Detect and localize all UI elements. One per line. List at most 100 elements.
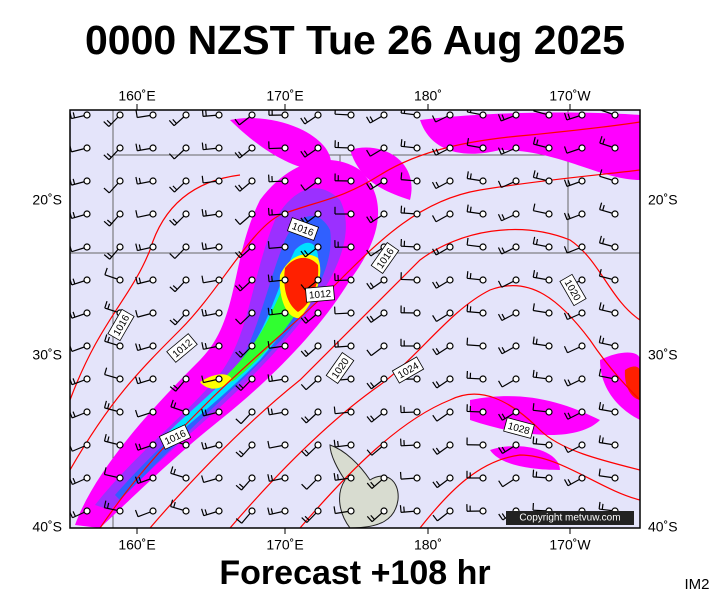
barb-station — [380, 144, 388, 152]
barb-flag — [435, 248, 440, 254]
barb-flag — [466, 271, 469, 279]
barb-flag — [103, 433, 107, 442]
barb-flag — [535, 238, 539, 245]
barb-flag — [234, 285, 241, 292]
barb-flag — [435, 480, 441, 487]
barb-flag — [535, 139, 539, 146]
label-box — [325, 351, 355, 385]
lat-label-left: 30˚S — [32, 347, 62, 363]
barb-station — [314, 111, 322, 119]
barb-flag — [497, 180, 502, 188]
barb-station — [347, 243, 355, 251]
barb-flag — [134, 509, 139, 517]
barb-flag — [501, 147, 505, 154]
barb-flag — [598, 235, 602, 244]
barb-station — [314, 276, 322, 284]
barb-flag — [369, 315, 375, 321]
barb-station — [149, 276, 157, 284]
barb-flag — [173, 468, 176, 475]
barb-flag — [204, 243, 207, 250]
barb-flag — [601, 503, 604, 510]
barb-flag — [370, 415, 375, 421]
barb-station — [149, 309, 157, 317]
barb-station — [215, 177, 223, 185]
barb-station — [347, 144, 355, 152]
barb-flag — [201, 175, 204, 184]
barb-flag — [270, 375, 273, 382]
barb-flag — [173, 402, 177, 409]
barb-flag — [238, 184, 243, 190]
barb-station — [578, 111, 586, 119]
barb-station — [512, 243, 520, 251]
barb-flag — [563, 112, 568, 121]
barb-flag — [135, 276, 139, 285]
barb-flag — [201, 508, 205, 516]
barb-flag — [400, 110, 403, 114]
lon-label-top: 170˚W — [549, 88, 591, 104]
barb-flag — [532, 136, 536, 145]
barb-flag — [138, 144, 141, 151]
barb-flag — [497, 313, 503, 321]
barb-station — [446, 309, 454, 317]
barb-station — [578, 342, 586, 350]
barb-flag — [598, 335, 602, 343]
barb-flag — [106, 119, 112, 125]
barb-station — [314, 144, 322, 152]
barb-flag — [300, 250, 306, 258]
map-title: 0000 NZST Tue 26 Aug 2025 — [85, 17, 625, 63]
barb-station — [149, 243, 157, 251]
wind-barbs — [70, 110, 619, 524]
barb-flag — [432, 448, 438, 455]
barb-flag — [431, 115, 437, 123]
barb-flag — [366, 149, 371, 157]
barb-flag — [235, 451, 242, 458]
barb-flag — [369, 182, 374, 189]
barb-flag — [172, 185, 178, 191]
barb-flag — [501, 313, 506, 320]
barb-station — [314, 474, 322, 482]
barb-flag — [403, 141, 406, 147]
barb-flag — [366, 183, 371, 190]
barb-flag — [238, 350, 244, 356]
barb-station — [545, 441, 553, 449]
barb-flag — [303, 216, 309, 223]
barb-flag — [70, 510, 74, 519]
lon-label-top: 160˚E — [118, 88, 155, 104]
barb-station — [512, 375, 520, 383]
barb-station — [611, 375, 619, 383]
barb-flag — [431, 215, 437, 223]
barb-flag — [103, 154, 110, 161]
barb-flag — [466, 138, 470, 146]
barb-station — [545, 309, 553, 317]
barb-flag — [400, 205, 403, 213]
barb-flag — [267, 440, 270, 449]
barb-flag — [370, 515, 375, 520]
isobar-label: 1028 — [503, 417, 535, 439]
barb-flag — [235, 351, 242, 358]
barb-station — [182, 375, 190, 383]
barb-station — [248, 111, 256, 119]
barb-flag — [497, 280, 503, 288]
barb-flag — [563, 479, 569, 487]
barb-station — [611, 342, 619, 350]
barb-flag — [563, 312, 568, 320]
barb-station — [83, 309, 91, 317]
barb-flag — [300, 117, 306, 125]
barb-station — [446, 342, 454, 350]
barb-flag — [366, 382, 372, 390]
barb-station — [149, 375, 157, 383]
forecast-label: Forecast +108 hr — [219, 554, 490, 592]
barb-station — [446, 276, 454, 284]
barb-flag — [201, 209, 204, 217]
barb-flag — [601, 404, 604, 410]
barb-flag — [70, 411, 73, 419]
barb-station — [182, 111, 190, 119]
label-box — [305, 285, 335, 303]
barb-flag — [501, 247, 506, 253]
barb-flag — [333, 473, 336, 481]
barb-flag — [267, 207, 270, 216]
barb-flag — [435, 381, 440, 387]
barb-station — [446, 375, 454, 383]
barb-flag — [235, 318, 241, 325]
barb-station — [545, 375, 553, 383]
